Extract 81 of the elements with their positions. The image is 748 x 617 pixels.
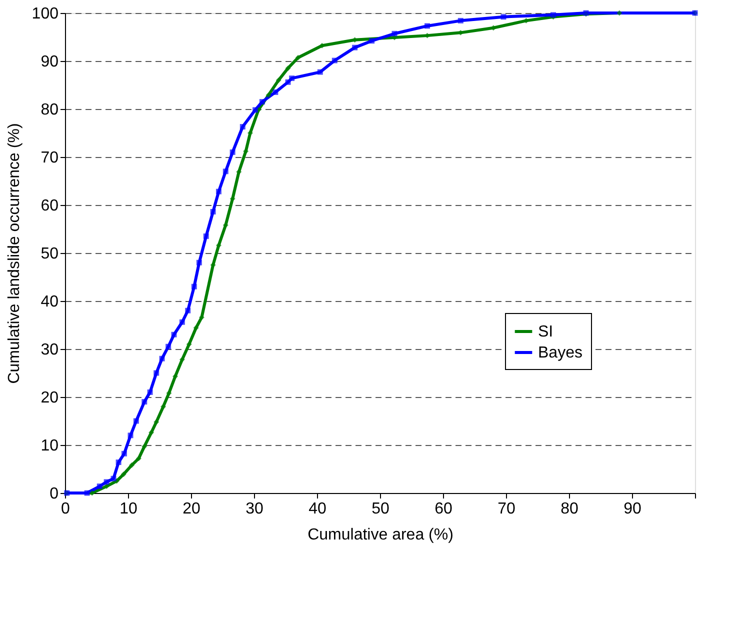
point (222, 168, 228, 174)
x-tick-label: 50 (372, 500, 390, 518)
point (392, 30, 398, 36)
point (148, 430, 154, 436)
y-tick-label: 30 (40, 342, 59, 358)
point (154, 370, 160, 376)
point (500, 14, 506, 20)
point (147, 389, 153, 395)
y-tick-label: 80 (40, 102, 59, 118)
point (84, 490, 90, 496)
x-axis-title: Cumulative area (%) (308, 526, 454, 544)
point (317, 69, 323, 75)
point (96, 484, 102, 490)
point (133, 418, 139, 424)
point (159, 356, 165, 362)
point (89, 490, 95, 496)
point (210, 208, 216, 214)
x-tick-label: 60 (434, 500, 452, 518)
x-tick-label: 30 (246, 500, 264, 518)
x-tick-label: 0 (61, 500, 70, 518)
point (128, 432, 134, 438)
point (259, 99, 265, 105)
point (191, 284, 197, 290)
point (266, 92, 272, 98)
y-tick-label: 60 (40, 198, 59, 214)
point (172, 374, 178, 380)
point (285, 65, 291, 71)
point (110, 476, 116, 482)
point (160, 404, 166, 410)
point (203, 233, 209, 239)
point (272, 89, 278, 95)
y-tick-label: 20 (40, 390, 59, 406)
point (104, 479, 110, 485)
point (230, 149, 236, 155)
point (121, 450, 127, 456)
point (142, 399, 148, 405)
point (179, 356, 185, 362)
point (243, 148, 249, 154)
point (252, 107, 258, 113)
point (285, 79, 291, 85)
point (179, 319, 185, 325)
point (240, 124, 246, 130)
x-tick-label: 40 (308, 500, 326, 518)
x-tick-label: 90 (624, 500, 642, 518)
y-tick-label: 50 (40, 246, 59, 262)
x-tick-label: 70 (498, 500, 516, 518)
point (332, 58, 338, 64)
x-tick-label: 20 (182, 500, 200, 518)
point (216, 188, 222, 194)
point (129, 462, 135, 468)
point (616, 10, 622, 16)
x-tick-label: 10 (120, 500, 138, 518)
point (104, 484, 110, 490)
y-tick-label: 100 (32, 6, 59, 22)
point (120, 472, 126, 478)
point (295, 54, 301, 60)
x-tick-label: 80 (560, 500, 578, 518)
y-tick-label: 70 (40, 150, 59, 166)
point (166, 390, 172, 396)
y-tick-label: 0 (50, 486, 59, 502)
point (154, 419, 160, 425)
point (185, 308, 191, 314)
point (458, 18, 464, 24)
y-tick-label: 90 (40, 54, 59, 70)
point (196, 260, 202, 266)
point (276, 77, 282, 83)
y-axis-title: Cumulative landslide occurrence (%) (6, 123, 23, 384)
point (369, 38, 375, 44)
legend-label: Bayes (538, 344, 582, 362)
point (424, 23, 430, 29)
y-tick-label: 40 (40, 294, 59, 310)
point (289, 76, 295, 82)
point (142, 444, 148, 450)
y-tick-label: 10 (40, 438, 59, 454)
point (116, 460, 122, 466)
point (166, 344, 172, 350)
point (171, 332, 177, 338)
legend-label: SI (538, 324, 554, 340)
point (136, 456, 142, 462)
point (193, 325, 199, 331)
point (352, 44, 358, 50)
